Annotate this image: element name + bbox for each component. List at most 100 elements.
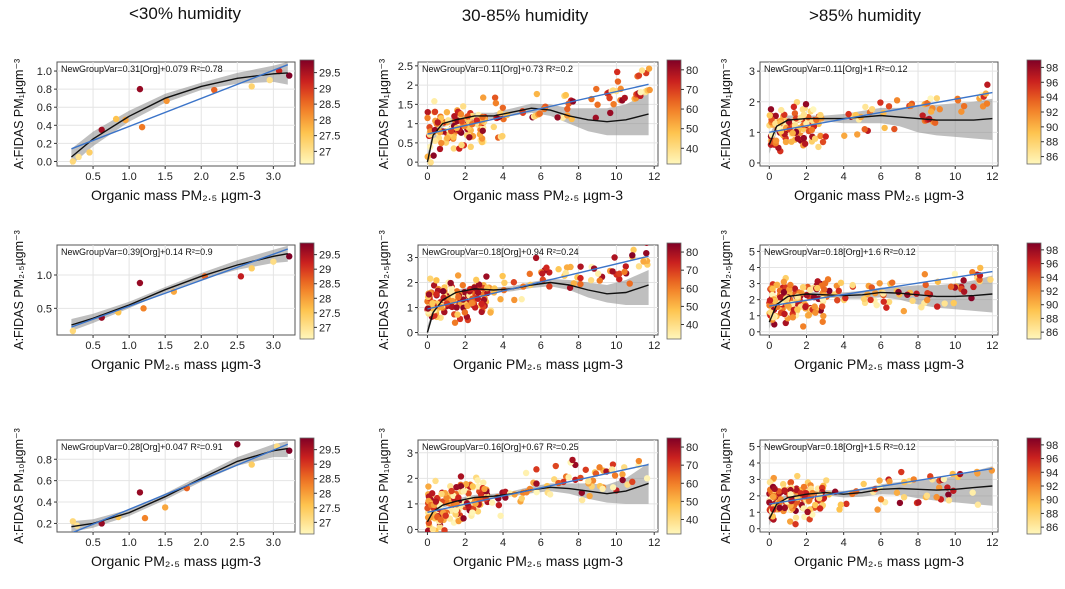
data-point [237,273,245,280]
x-tick-label: 12 [986,171,998,183]
x-axis-label: Organic PM₂.₅ mass µgm-3 [794,553,964,569]
data-point [812,309,819,316]
x-tick-label: 2 [803,537,809,549]
x-axis-label: Organic PM₂.₅ mass µgm-3 [794,356,964,372]
data-point [867,296,874,304]
data-point [880,298,887,305]
data-point [843,500,850,508]
x-tick-label: 8 [915,537,921,549]
data-point [472,276,480,284]
data-point [931,119,939,126]
confidence-band [427,92,649,166]
x-axis-label: Organic mass PM₂.₅ µgm-3 [453,187,623,203]
colorbar-label: 90 [1046,300,1058,312]
colorbar-label: 29 [319,83,331,95]
colorbar-label: 80 [686,65,698,77]
y-tick-label: 4 [749,263,755,275]
linear-fit-line [71,64,289,150]
equation-label: NewGroupVar=0.18[Org]+1.5 R²=0.12 [764,442,916,452]
data-point [817,111,824,119]
data-point [554,114,561,121]
x-tick-label: 2 [462,537,468,549]
data-point [454,311,461,318]
data-point [801,513,808,521]
loess-fit-line [426,107,649,163]
data-point [819,318,826,325]
data-point [447,483,454,490]
data-point [806,286,814,294]
chart-panel: NewGroupVar=0.11[Org]+0.73 R²=0.20 2 4 6 8 10… [377,59,698,203]
x-tick-label: 0.5 [85,171,100,183]
data-point [645,65,653,72]
colorbar-label: 92 [1046,481,1058,493]
y-tick-label: 1.0 [37,270,52,282]
x-tick-label: 8 [915,340,921,352]
colorbar-label: 50 [686,124,698,136]
data-point [430,152,437,159]
data-point [877,99,884,106]
colorbar-label: 88 [1046,313,1058,325]
colorbar-label: 60 [686,104,698,116]
data-point [497,512,504,519]
data-point [429,490,436,497]
y-tick-label: 2 [749,295,755,307]
data-point [766,112,773,119]
colorbar-label: 98 [1046,440,1058,452]
colorbar [299,437,315,535]
data-point [443,108,451,116]
colorbar-label: 94 [1046,272,1058,284]
data-point [452,506,460,514]
loess-fit-line [768,291,993,323]
plot-area [424,65,653,166]
colorbar-label: 90 [1046,122,1058,134]
data-point [800,323,807,330]
data-point [490,123,498,131]
data-point [918,304,925,311]
data-point [86,149,93,156]
data-point [492,99,500,107]
equation-label: NewGroupVar=0.31[Org]+0.079 R²=0.78 [61,64,223,74]
data-point [974,501,982,508]
data-point [792,520,799,528]
chart-panel: NewGroupVar=0.28[Org]+0.047 R²=0.91 0.5 1.… [12,428,340,569]
x-tick-label: 0 [766,340,772,352]
data-point [969,489,976,496]
data-point [427,159,434,166]
data-point [921,271,929,278]
data-point [934,303,941,310]
data-point [436,145,444,153]
data-point [814,284,821,292]
data-point [495,501,503,509]
x-tick-label: 0.5 [85,340,100,352]
y-tick-label: 0 [749,327,755,339]
data-point [433,291,440,298]
data-point [478,300,485,308]
loess-fit-line [71,253,288,326]
data-point [430,282,438,289]
data-point [614,68,621,76]
data-point [533,90,541,98]
data-point [577,274,584,282]
data-point [800,134,807,142]
colorbar-label: 70 [686,265,698,277]
data-point [499,132,506,140]
plot-area [766,81,993,155]
data-point [266,76,273,84]
data-point [900,307,908,315]
data-point [448,487,455,495]
data-point [766,499,773,506]
data-point [533,488,540,496]
data-point [772,112,779,120]
data-point [635,263,643,270]
data-point [140,305,147,312]
data-point [562,91,570,99]
colorbar-label: 92 [1046,286,1058,298]
data-point [791,285,799,292]
data-point [438,139,445,147]
y-tick-label: 0 [407,328,413,340]
data-point [893,489,901,496]
data-point [606,94,613,102]
colorbar-label: 29 [319,264,331,276]
y-tick-label: 0.2 [37,138,52,150]
